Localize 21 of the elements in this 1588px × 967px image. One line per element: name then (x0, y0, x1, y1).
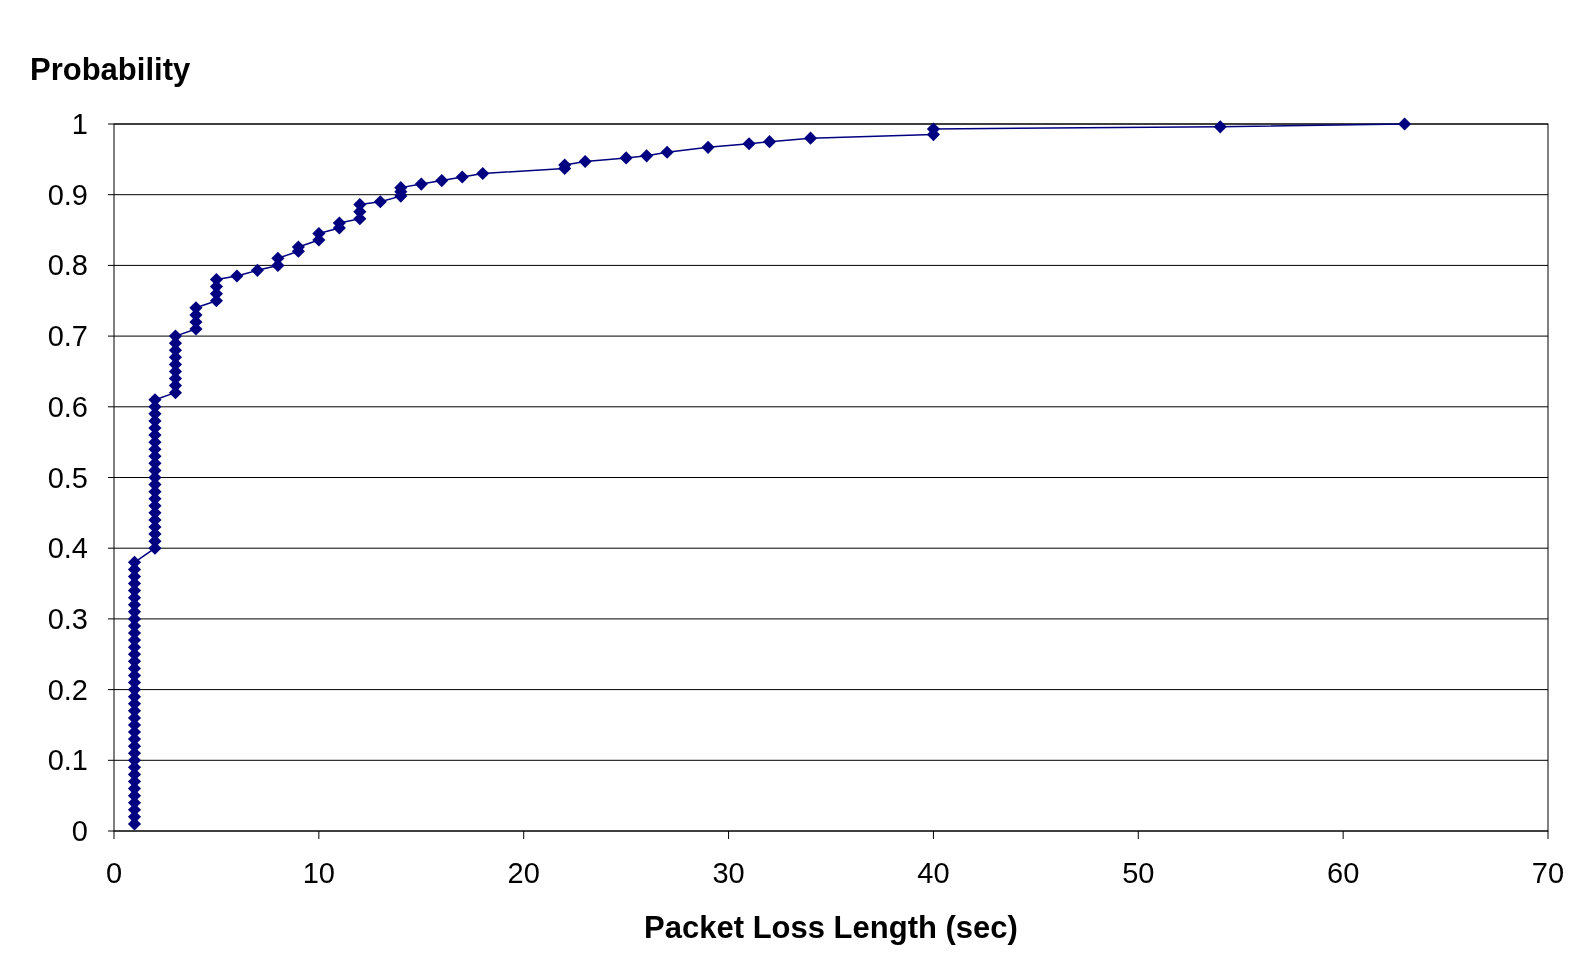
x-tick-label: 70 (1531, 857, 1565, 889)
y-axis-title: Probability (30, 52, 191, 87)
y-tick-label: 0.2 (47, 673, 88, 706)
y-tick-label: 0.9 (47, 178, 88, 211)
y-tick-label: 0.4 (47, 532, 88, 565)
x-tick-label: 40 (917, 857, 950, 889)
y-tick-label: 0.1 (47, 744, 88, 777)
x-tick-label: 30 (712, 857, 745, 889)
x-tick-label: 0 (105, 857, 123, 889)
y-tick-label: 0.7 (47, 320, 88, 353)
x-tick-label: 50 (1122, 857, 1155, 889)
y-tick-label: 1 (71, 108, 88, 140)
x-tick-label: 60 (1327, 857, 1360, 889)
y-tick-label: 0.5 (47, 461, 88, 494)
y-tick-label: 0.8 (47, 249, 88, 282)
y-tick-label: 0.6 (47, 390, 88, 423)
y-tick-label: 0.3 (47, 602, 88, 635)
x-axis-title: Packet Loss Length (sec) (644, 910, 1018, 945)
x-tick-label: 10 (302, 857, 335, 889)
y-tick-label: 0 (71, 815, 88, 847)
x-tick-label: 20 (507, 857, 540, 889)
